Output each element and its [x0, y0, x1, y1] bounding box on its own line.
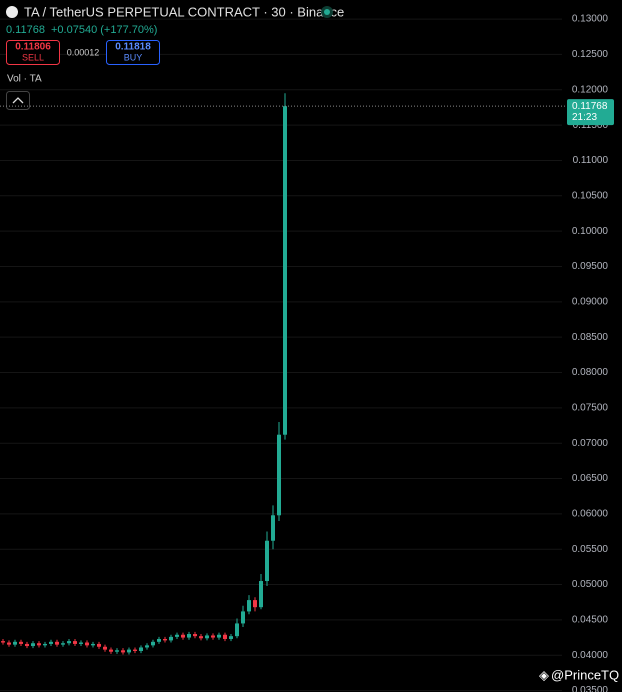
- candle-body: [13, 641, 17, 645]
- candle-body: [49, 641, 53, 644]
- candle-body: [91, 643, 95, 646]
- y-tick-label: 0.13000: [572, 14, 609, 25]
- spread: 0.00012: [67, 47, 100, 57]
- candle-body: [7, 642, 11, 645]
- candle-body: [25, 643, 29, 647]
- candle-body: [31, 643, 35, 647]
- candle-body: [223, 634, 227, 639]
- price-axis: 0.03500 0.04000 0.04500 0.05000 0.05500 0.060…: [572, 14, 609, 692]
- last-price: 0.11768: [6, 24, 45, 36]
- candle-body: [43, 643, 47, 646]
- price-tag-box: [567, 99, 614, 126]
- candle-body: [241, 611, 245, 624]
- candle-body: [193, 634, 197, 637]
- y-tick-label: 0.06500: [572, 473, 609, 484]
- y-tick-label: 0.08000: [572, 367, 609, 378]
- y-tick-label: 0.05000: [572, 579, 609, 590]
- grid: [0, 18, 562, 692]
- y-tick-label: 0.12000: [572, 84, 609, 95]
- title: TA / TetherUS PERPETUAL CONTRACT · 30 · …: [24, 4, 344, 19]
- candle-body: [283, 106, 287, 435]
- candle-body: [175, 634, 179, 637]
- candle-body: [229, 636, 233, 639]
- candle-body: [19, 641, 23, 644]
- sell-label: SELL: [22, 52, 44, 62]
- sell-price: 0.11806: [15, 42, 51, 53]
- candle-body: [265, 540, 269, 582]
- candle-body: [37, 643, 41, 646]
- candle-body: [121, 650, 125, 653]
- candle-body: [151, 641, 155, 646]
- candle-body: [85, 642, 89, 646]
- candle-body: [67, 641, 71, 644]
- price-tag-countdown: 21:23: [572, 112, 597, 123]
- y-tick-label: 0.07500: [572, 402, 609, 413]
- candle-body: [103, 646, 107, 650]
- y-tick-label: 0.04000: [572, 650, 609, 661]
- candle-body: [157, 638, 161, 642]
- candle-body: [139, 647, 143, 652]
- candle-body: [145, 645, 149, 648]
- status-dot-inner: [324, 9, 330, 15]
- candle-body: [97, 643, 101, 647]
- watermark: @PrinceTQ: [551, 667, 619, 682]
- y-tick-label: 0.09500: [572, 261, 609, 272]
- candle-body: [1, 641, 5, 643]
- candle-body: [235, 623, 239, 637]
- y-tick-label: 0.10000: [572, 226, 609, 237]
- buy-price: 0.11818: [115, 42, 151, 53]
- candle-body: [79, 642, 83, 644]
- candle-body: [247, 600, 251, 612]
- candle-body: [133, 649, 137, 652]
- y-tick-label: 0.09000: [572, 296, 609, 307]
- candle-body: [181, 634, 185, 638]
- candle-body: [73, 641, 77, 644]
- buy-button[interactable]: [106, 40, 160, 65]
- candle-body: [253, 600, 257, 608]
- y-tick-label: 0.10500: [572, 190, 609, 201]
- candle-body: [199, 636, 203, 639]
- candle-body: [187, 634, 191, 638]
- y-tick-label: 0.11000: [573, 155, 609, 166]
- candle-body: [271, 515, 275, 541]
- candle-body: [211, 635, 215, 638]
- candle-body: [127, 649, 131, 653]
- y-tick-label: 0.07000: [572, 438, 609, 449]
- candle-body: [169, 636, 173, 641]
- collapse-button[interactable]: [6, 91, 30, 110]
- candles: [1, 93, 287, 655]
- price-tag-price: 0.11768: [572, 101, 608, 112]
- y-tick-label: 0.05500: [572, 544, 609, 555]
- candle-body: [115, 650, 119, 652]
- y-tick-label: 0.08500: [572, 332, 609, 343]
- candle-body: [61, 643, 65, 645]
- y-tick-label: 0.06000: [572, 509, 609, 520]
- chevron-icon: [12, 97, 24, 104]
- candle-body: [55, 641, 59, 645]
- candle-body: [217, 634, 221, 638]
- buy-label: BUY: [124, 52, 143, 62]
- candle-body: [259, 581, 263, 608]
- y-tick-label: 0.03500: [572, 685, 609, 692]
- watermark-icon: ◈: [539, 667, 549, 682]
- y-tick-label: 0.12500: [572, 49, 609, 60]
- candle-body: [277, 434, 281, 516]
- y-tick-label: 0.04500: [572, 615, 609, 626]
- logo: [6, 6, 18, 18]
- indicator-label: Vol · TA: [7, 74, 42, 85]
- change: +0.07540 (+177.70%): [51, 24, 157, 36]
- candle-body: [205, 635, 209, 639]
- candle-body: [109, 649, 113, 652]
- y-tick-label: 0.11500: [573, 120, 609, 131]
- sell-button[interactable]: [6, 40, 60, 65]
- candle-body: [163, 638, 167, 641]
